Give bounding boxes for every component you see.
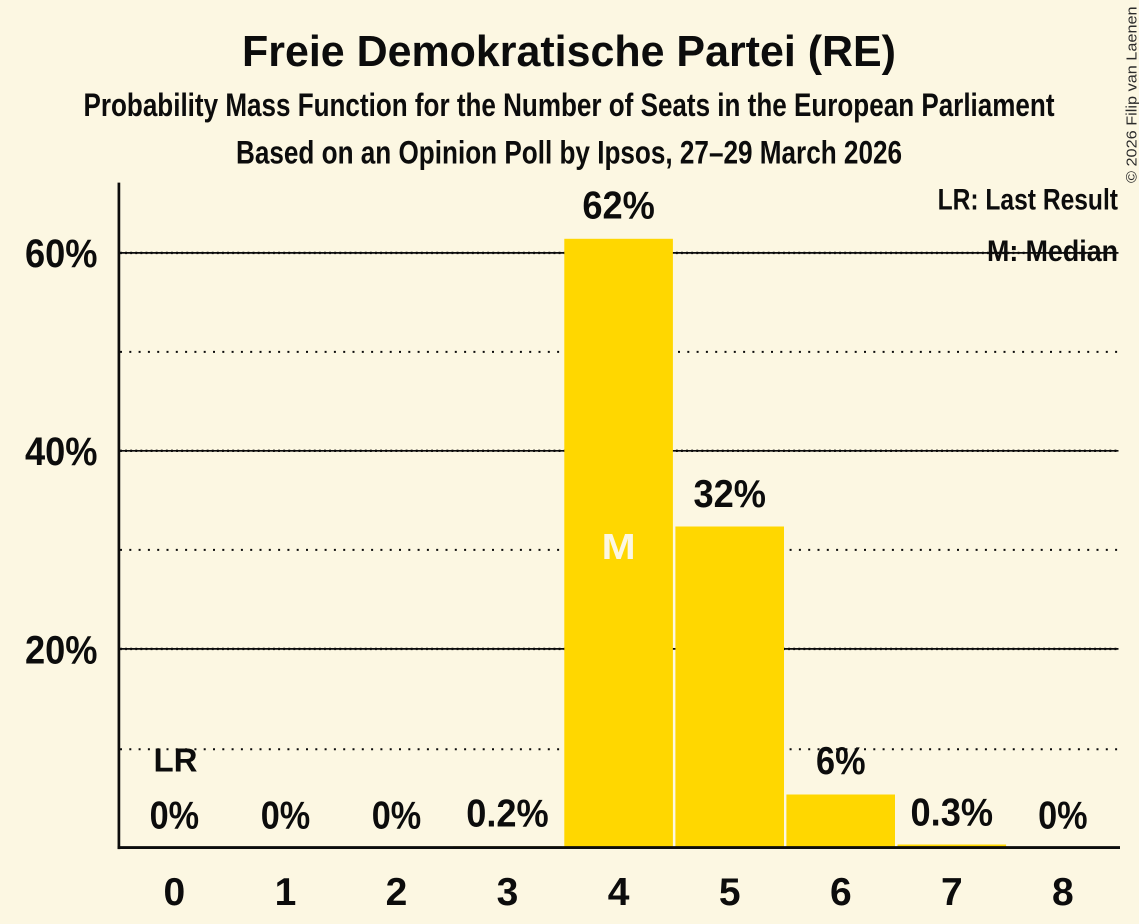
svg-text:5: 5 bbox=[719, 871, 741, 914]
svg-text:6: 6 bbox=[830, 871, 852, 914]
svg-text:0%: 0% bbox=[372, 795, 422, 838]
svg-text:6%: 6% bbox=[816, 740, 866, 783]
svg-text:0.3%: 0.3% bbox=[911, 792, 994, 835]
svg-text:0: 0 bbox=[164, 871, 186, 914]
svg-text:LR: Last Result: LR: Last Result bbox=[938, 183, 1118, 216]
svg-text:M: Median: M: Median bbox=[987, 235, 1118, 268]
svg-text:M: M bbox=[602, 526, 636, 567]
svg-text:3: 3 bbox=[497, 871, 519, 914]
svg-text:4: 4 bbox=[608, 871, 630, 914]
svg-text:Based on an Opinion Poll by Ip: Based on an Opinion Poll by Ipsos, 27–29… bbox=[236, 135, 902, 171]
svg-text:32%: 32% bbox=[693, 473, 766, 516]
svg-text:60%: 60% bbox=[25, 232, 98, 276]
svg-text:62%: 62% bbox=[582, 185, 655, 228]
svg-text:0%: 0% bbox=[261, 795, 311, 838]
svg-text:7: 7 bbox=[941, 871, 963, 914]
svg-text:2: 2 bbox=[386, 871, 408, 914]
svg-text:8: 8 bbox=[1052, 871, 1074, 914]
svg-text:40%: 40% bbox=[25, 430, 98, 474]
svg-text:Probability Mass Function for: Probability Mass Function for the Number… bbox=[84, 87, 1055, 123]
svg-text:0.2%: 0.2% bbox=[466, 793, 549, 836]
svg-text:0%: 0% bbox=[1038, 795, 1088, 838]
svg-text:Freie Demokratische Partei (RE: Freie Demokratische Partei (RE) bbox=[242, 27, 896, 76]
svg-text:© 2026 Filip van Laenen: © 2026 Filip van Laenen bbox=[1124, 6, 1139, 183]
svg-text:1: 1 bbox=[275, 871, 297, 914]
svg-text:LR: LR bbox=[154, 742, 198, 779]
svg-text:20%: 20% bbox=[25, 628, 98, 672]
svg-text:0%: 0% bbox=[150, 795, 200, 838]
